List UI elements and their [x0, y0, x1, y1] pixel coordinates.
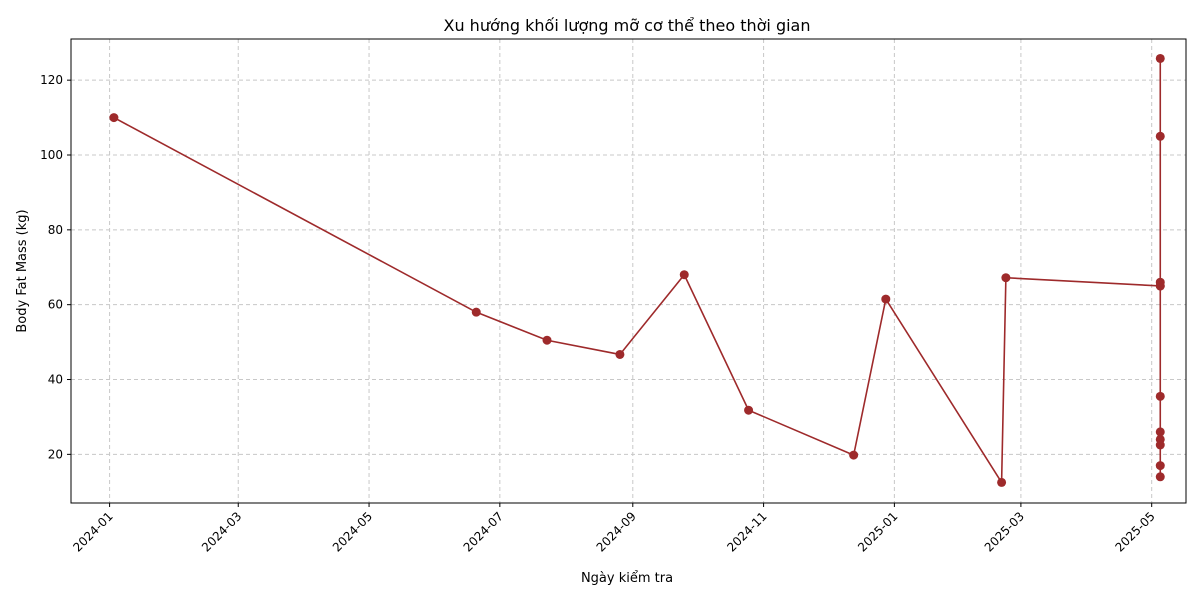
data-point [109, 113, 119, 123]
series-line-group [113, 58, 1162, 486]
plot-frame [70, 38, 1187, 504]
y-tick-label: 60 [48, 298, 63, 312]
y-axis-ticks: 20 40 60 80 100 120 [40, 73, 71, 461]
x-tick-label: 2024-11 [724, 509, 769, 554]
grid-lines [71, 39, 1186, 503]
data-points-group [109, 53, 1165, 487]
y-tick-label: 80 [48, 223, 63, 237]
data-point [849, 450, 859, 460]
x-axis-ticks: 2024-01 2024-03 2024-05 2024-07 2024-09 2024-… [70, 503, 1158, 555]
x-tick-label: 2025-03 [982, 509, 1027, 554]
data-point [1155, 131, 1165, 141]
data-point [1155, 391, 1165, 401]
data-point [679, 270, 689, 280]
data-point [1155, 461, 1165, 471]
x-axis-label: Ngày kiểm tra [581, 571, 673, 586]
data-point [1001, 273, 1011, 283]
y-tick-label: 20 [48, 447, 63, 461]
x-tick-label: 2024-09 [594, 509, 639, 554]
data-point [1155, 427, 1165, 437]
y-tick-label: 120 [40, 73, 63, 87]
x-tick-label: 2025-01 [855, 509, 900, 554]
x-tick-label: 2024-05 [330, 509, 375, 554]
y-tick-label: 100 [40, 148, 63, 162]
x-tick-label: 2024-01 [70, 509, 115, 554]
x-tick-label: 2024-03 [199, 509, 244, 554]
series-line [113, 58, 1162, 486]
y-axis-label: Body Fat Mass (kg) [15, 209, 30, 332]
data-point [1155, 281, 1165, 291]
data-point [1155, 53, 1165, 63]
data-point [744, 405, 754, 415]
chart-title: Xu hướng khối lượng mỡ cơ thể theo thời … [443, 16, 810, 35]
x-tick-label: 2024-07 [461, 509, 506, 554]
y-tick-label: 40 [48, 373, 63, 387]
x-tick-label: 2025-05 [1112, 509, 1157, 554]
data-point [471, 307, 481, 317]
data-point [881, 294, 891, 304]
data-point [1155, 440, 1165, 450]
data-point [615, 349, 625, 359]
data-point [542, 335, 552, 345]
data-point [997, 477, 1007, 487]
data-point [1155, 472, 1165, 482]
